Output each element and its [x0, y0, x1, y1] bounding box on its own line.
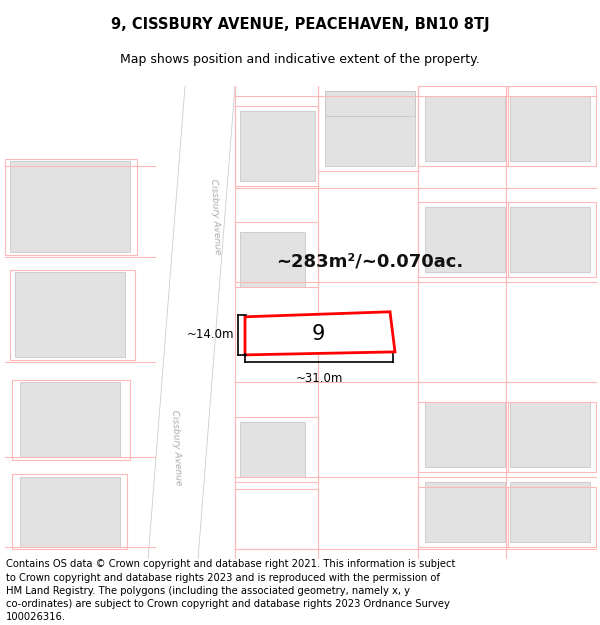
Bar [235, 417, 318, 482]
Bar [240, 422, 305, 477]
Bar [235, 489, 318, 549]
Bar [418, 86, 508, 166]
Text: Contains OS data © Crown copyright and database right 2021. This information is : Contains OS data © Crown copyright and d… [6, 559, 455, 622]
Bar [506, 488, 596, 548]
Bar [5, 159, 137, 254]
Text: Map shows position and indicative extent of the property.: Map shows position and indicative extent… [120, 54, 480, 66]
Text: ~14.0m: ~14.0m [187, 328, 234, 341]
Text: ~31.0m: ~31.0m [295, 372, 343, 385]
Polygon shape [148, 86, 235, 559]
Bar [12, 474, 127, 549]
Bar [325, 91, 415, 166]
Text: 9, CISSBURY AVENUE, PEACEHAVEN, BN10 8TJ: 9, CISSBURY AVENUE, PEACEHAVEN, BN10 8TJ [110, 18, 490, 32]
Bar [10, 269, 135, 360]
Bar [425, 206, 505, 272]
Bar [506, 402, 596, 472]
Bar [425, 96, 505, 161]
Bar [12, 380, 130, 460]
Bar [318, 81, 418, 171]
Bar [240, 232, 305, 287]
Bar [20, 477, 120, 548]
Bar [506, 86, 596, 166]
Text: Cissbury Avenue: Cissbury Avenue [170, 409, 182, 485]
Bar [510, 96, 590, 161]
Text: ~283m²/~0.070ac.: ~283m²/~0.070ac. [277, 253, 464, 271]
Text: 9: 9 [312, 324, 325, 344]
Text: Cissbury Avenue: Cissbury Avenue [209, 179, 221, 254]
Bar [235, 106, 318, 186]
Bar [20, 382, 120, 457]
Bar [10, 161, 130, 252]
Bar [506, 201, 596, 277]
Bar [235, 222, 318, 287]
Bar [418, 488, 508, 548]
Bar [325, 91, 415, 116]
Bar [418, 201, 508, 277]
Bar [15, 272, 125, 357]
Bar [510, 482, 590, 542]
Bar [510, 206, 590, 272]
Bar [425, 402, 505, 467]
Bar [418, 402, 508, 472]
Bar [425, 482, 505, 542]
Bar [240, 111, 315, 181]
Polygon shape [245, 312, 395, 355]
Bar [510, 402, 590, 467]
